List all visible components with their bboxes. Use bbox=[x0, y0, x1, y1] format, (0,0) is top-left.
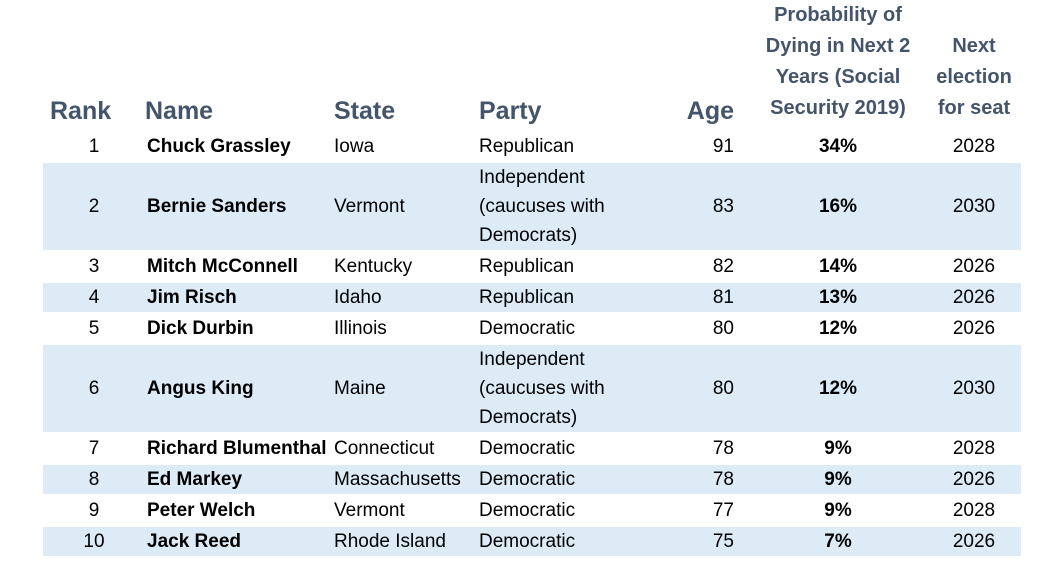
rank-cell: 6 bbox=[88, 378, 100, 399]
party-cell: Republican bbox=[479, 136, 575, 157]
state-cell: Illinois bbox=[334, 318, 387, 339]
state-cell: Maine bbox=[334, 378, 386, 399]
name-cell: Bernie Sanders bbox=[147, 196, 287, 217]
next-election-cell: 2028 bbox=[952, 500, 996, 521]
probability-cell: 12% bbox=[818, 318, 858, 339]
probability-cell: 7% bbox=[824, 531, 852, 552]
rank-header: Rank bbox=[50, 97, 112, 125]
party-cell: Independent (caucuses with Democrats) bbox=[479, 349, 605, 428]
name-cell: Mitch McConnell bbox=[147, 256, 298, 277]
party-cell: Democratic bbox=[479, 531, 576, 552]
probability-cell: 9% bbox=[824, 438, 852, 459]
next-election-cell: 2028 bbox=[952, 438, 996, 459]
probability-cell: 12% bbox=[818, 378, 858, 399]
state-cell: Idaho bbox=[334, 287, 382, 308]
next-election-cell: 2028 bbox=[952, 136, 996, 157]
table-row: 2 Bernie Sanders Vermont Independent (caucu… bbox=[43, 162, 1021, 251]
party-cell: Republican bbox=[479, 256, 575, 277]
age-header: Age bbox=[686, 97, 734, 125]
name-cell: Chuck Grassley bbox=[147, 136, 291, 157]
state-header: State bbox=[334, 97, 396, 125]
state-cell: Rhode Island bbox=[334, 531, 446, 552]
rank-cell: 10 bbox=[83, 531, 105, 552]
rank-cell: 7 bbox=[88, 438, 100, 459]
name-cell: Jack Reed bbox=[147, 531, 242, 552]
senators-table: Rank Name State Party Age Probability of… bbox=[43, 0, 1021, 556]
party-cell: Democratic bbox=[479, 438, 576, 459]
table-row: 5 Dick Durbin Illinois Democratic 80 12% 2026 bbox=[43, 313, 1021, 344]
probability-cell: 9% bbox=[824, 469, 852, 490]
name-header: Name bbox=[145, 97, 214, 125]
name-cell: Jim Risch bbox=[147, 287, 237, 308]
age-cell: 78 bbox=[712, 438, 734, 459]
table-row: 3 Mitch McConnell Kentucky Republican 82 14% 2… bbox=[43, 251, 1021, 282]
probability-cell: 34% bbox=[818, 136, 858, 157]
age-cell: 80 bbox=[712, 378, 734, 399]
probability-header: Probability of Dying in Next 2 Years (So… bbox=[765, 4, 911, 119]
party-cell: Democratic bbox=[479, 469, 576, 490]
rank-cell: 2 bbox=[88, 196, 100, 217]
state-cell: Vermont bbox=[334, 196, 405, 217]
table-row: 9 Peter Welch Vermont Democratic 77 9% 2028 bbox=[43, 495, 1021, 526]
age-cell: 81 bbox=[712, 287, 734, 308]
name-cell: Richard Blumenthal bbox=[147, 438, 327, 459]
state-cell: Vermont bbox=[334, 500, 405, 521]
state-cell: Iowa bbox=[334, 136, 375, 157]
age-cell: 75 bbox=[712, 531, 734, 552]
name-cell: Angus King bbox=[147, 378, 254, 399]
state-cell: Connecticut bbox=[334, 438, 435, 459]
probability-cell: 9% bbox=[824, 500, 852, 521]
rank-cell: 1 bbox=[88, 136, 100, 157]
rank-cell: 9 bbox=[88, 500, 100, 521]
rank-cell: 8 bbox=[88, 469, 100, 490]
table-row: 6 Angus King Maine Independent (caucuses wi… bbox=[43, 344, 1021, 433]
age-cell: 77 bbox=[712, 500, 734, 521]
name-cell: Ed Markey bbox=[147, 469, 243, 490]
next-election-header: Next election for seat bbox=[936, 35, 1012, 119]
next-election-cell: 2026 bbox=[952, 318, 996, 339]
probability-cell: 16% bbox=[818, 196, 858, 217]
table-row: 10 Jack Reed Rhode Island Democratic 75 7% 202… bbox=[43, 526, 1021, 556]
age-cell: 80 bbox=[712, 318, 734, 339]
age-cell: 78 bbox=[712, 469, 734, 490]
party-cell: Democratic bbox=[479, 318, 576, 339]
table-row: 7 Richard Blumenthal Connecticut Democratic… bbox=[43, 433, 1021, 464]
next-election-cell: 2030 bbox=[952, 196, 996, 217]
next-election-cell: 2030 bbox=[952, 378, 996, 399]
probability-cell: 13% bbox=[818, 287, 858, 308]
party-cell: Republican bbox=[479, 287, 575, 308]
age-cell: 83 bbox=[712, 196, 734, 217]
next-election-cell: 2026 bbox=[952, 256, 996, 277]
header-row: Rank Name State Party Age Probability of… bbox=[43, 0, 1021, 131]
next-election-cell: 2026 bbox=[952, 287, 996, 308]
table-row: 8 Ed Markey Massachusetts Democratic 78 9% 202… bbox=[43, 464, 1021, 495]
state-cell: Massachusetts bbox=[334, 469, 461, 490]
age-cell: 91 bbox=[712, 136, 734, 157]
next-election-cell: 2026 bbox=[952, 469, 996, 490]
name-cell: Peter Welch bbox=[147, 500, 256, 521]
rank-cell: 5 bbox=[88, 318, 100, 339]
rank-cell: 4 bbox=[88, 287, 100, 308]
table-row: 4 Jim Risch Idaho Republican 81 13% 2026 bbox=[43, 282, 1021, 313]
table-row: 1 Chuck Grassley Iowa Republican 91 34% 2028 bbox=[43, 131, 1021, 162]
next-election-cell: 2026 bbox=[952, 531, 996, 552]
age-cell: 82 bbox=[712, 256, 734, 277]
party-header: Party bbox=[479, 97, 542, 125]
rank-cell: 3 bbox=[88, 256, 100, 277]
state-cell: Kentucky bbox=[334, 256, 413, 277]
probability-cell: 14% bbox=[818, 256, 858, 277]
party-cell: Independent (caucuses with Democrats) bbox=[479, 167, 605, 246]
name-cell: Dick Durbin bbox=[147, 318, 254, 339]
party-cell: Democratic bbox=[479, 500, 576, 521]
